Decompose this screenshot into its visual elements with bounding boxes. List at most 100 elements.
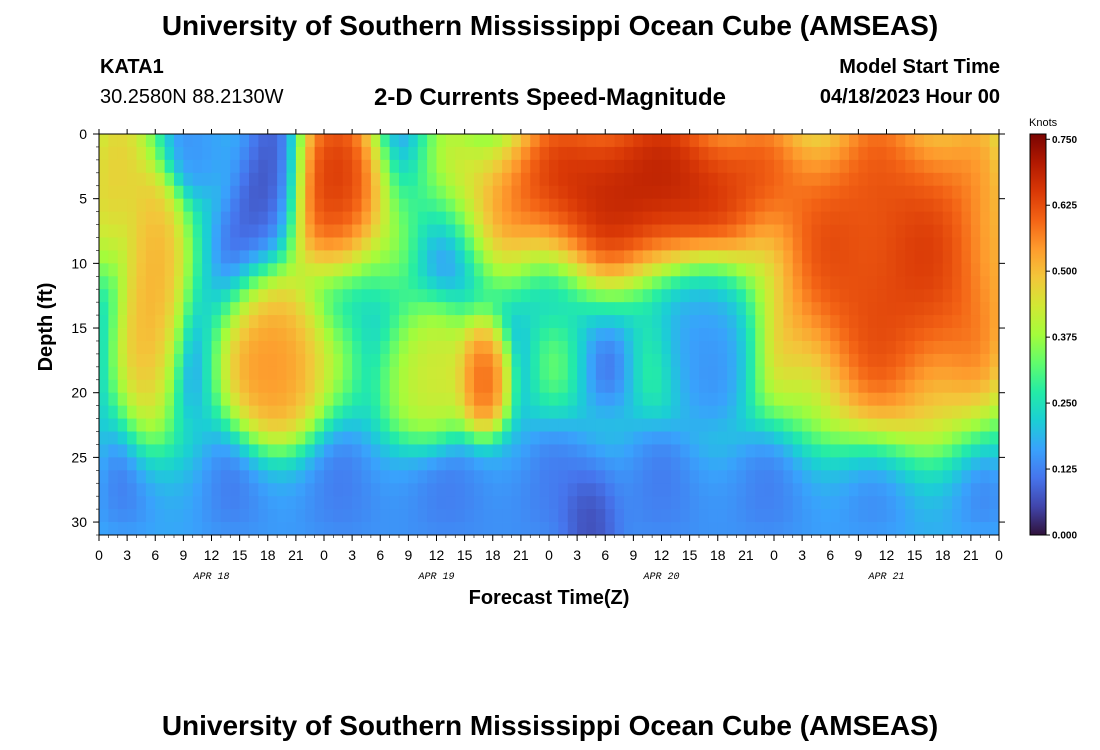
heatmap-cell <box>727 418 737 432</box>
heatmap-cell <box>370 470 381 484</box>
heatmap-cell <box>624 134 634 148</box>
heatmap-cell <box>436 431 447 445</box>
heatmap-cell <box>980 211 991 225</box>
heatmap-cell <box>914 392 925 407</box>
heatmap-cell <box>727 198 737 213</box>
heatmap-cell <box>436 418 447 432</box>
heatmap-cell <box>267 496 278 510</box>
heatmap-cell <box>633 379 644 394</box>
heatmap-cell <box>249 315 259 329</box>
heatmap-cell <box>474 185 484 200</box>
heatmap-cell <box>567 496 578 510</box>
heatmap-cell <box>286 328 297 342</box>
heatmap-cell <box>239 392 250 407</box>
heatmap-cell <box>624 431 634 445</box>
heatmap-cell <box>267 276 278 290</box>
heatmap-cell <box>127 211 137 225</box>
heatmap-cell <box>783 198 794 213</box>
heatmap-cell <box>370 444 381 458</box>
heatmap-cell <box>783 431 794 445</box>
heatmap-cell <box>399 315 409 329</box>
heatmap-cell <box>117 146 128 161</box>
heatmap-cell <box>839 237 850 251</box>
heatmap-cell <box>924 483 934 497</box>
heatmap-cell <box>652 250 662 264</box>
heatmap-cell <box>380 496 391 510</box>
heatmap-cell <box>174 366 184 381</box>
heatmap-cell <box>530 172 541 187</box>
heatmap-cell <box>502 444 512 458</box>
heatmap-cell <box>792 198 803 213</box>
heatmap-cell <box>455 185 466 200</box>
heatmap-cell <box>155 522 166 536</box>
heatmap-cell <box>736 237 747 251</box>
heatmap-cell <box>652 315 662 329</box>
heatmap-cell <box>708 431 719 445</box>
heatmap-cell <box>952 263 962 277</box>
heatmap-cell <box>249 366 259 381</box>
heatmap-cell <box>586 444 597 458</box>
heatmap-cell <box>192 289 203 303</box>
heatmap-cell <box>361 134 372 148</box>
heatmap-cell <box>380 250 391 264</box>
heatmap-cell <box>267 444 278 458</box>
x-tick-label: 18 <box>935 547 951 563</box>
heatmap-cell <box>445 470 456 484</box>
colorbar-tick-label: 0.125 <box>1052 465 1077 476</box>
heatmap-cell <box>502 315 512 329</box>
heatmap-cell <box>858 353 869 368</box>
heatmap-cell <box>792 405 803 419</box>
heatmap-cell <box>520 379 531 394</box>
heatmap-cell <box>389 431 400 445</box>
heatmap-cell <box>783 172 794 187</box>
heatmap-cell <box>436 198 447 213</box>
heatmap-cell <box>136 431 147 445</box>
heatmap-cell <box>699 289 709 303</box>
heatmap-cell <box>474 353 484 368</box>
heatmap-cell <box>727 315 737 329</box>
heatmap-cell <box>127 366 137 381</box>
heatmap-cell <box>595 340 606 355</box>
heatmap-cell <box>520 159 531 174</box>
heatmap-cell <box>511 405 522 419</box>
heatmap-cell <box>305 379 316 394</box>
heatmap-cell <box>689 198 700 213</box>
heatmap-cell <box>286 457 297 471</box>
heatmap-cell <box>455 211 466 225</box>
heatmap-cell <box>792 289 803 303</box>
heatmap-cell <box>661 431 672 445</box>
heatmap-cell <box>867 457 878 471</box>
heatmap-cell <box>145 366 156 381</box>
heatmap-cell <box>427 263 437 277</box>
heatmap-cell <box>886 250 897 264</box>
heatmap-cell <box>736 289 747 303</box>
heatmap-cell <box>980 302 991 316</box>
heatmap-cell <box>670 509 681 523</box>
x-tick-label: 3 <box>573 547 581 563</box>
heatmap-cell <box>830 496 841 510</box>
heatmap-cell <box>745 405 756 419</box>
heatmap-cell <box>511 185 522 200</box>
heatmap-cell <box>286 379 297 394</box>
heatmap-cell <box>99 302 109 316</box>
heatmap-cell <box>820 211 831 225</box>
heatmap-cell <box>877 250 887 264</box>
heatmap-cell <box>145 328 156 342</box>
heatmap-cell <box>136 211 147 225</box>
heatmap-cell <box>136 496 147 510</box>
heatmap-cell <box>586 146 597 161</box>
heatmap-cell <box>399 496 409 510</box>
heatmap-cell <box>145 470 156 484</box>
heatmap-cell <box>549 276 559 290</box>
heatmap-cell <box>952 198 962 213</box>
heatmap-cell <box>802 146 812 161</box>
heatmap-cell <box>970 198 981 213</box>
heatmap-cell <box>820 509 831 523</box>
heatmap-cell <box>605 250 616 264</box>
heatmap-cell <box>830 418 841 432</box>
heatmap-cell <box>239 289 250 303</box>
heatmap-cell <box>774 444 784 458</box>
heatmap-cell <box>352 146 362 161</box>
heatmap-cell <box>942 185 953 200</box>
heatmap-cell <box>324 392 334 407</box>
